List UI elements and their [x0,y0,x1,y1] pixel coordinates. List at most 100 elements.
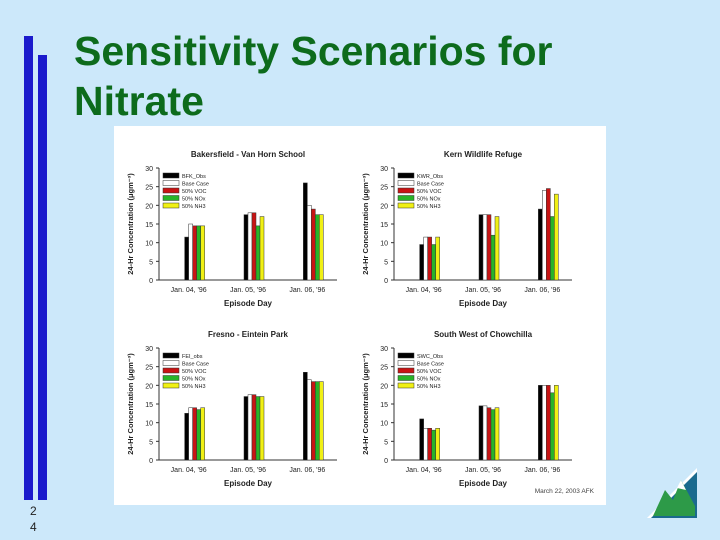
chart-3-bar [243,396,249,461]
chart-2-legend-swatch [397,202,415,209]
chart-2-legend-swatch [397,195,415,201]
chart-3-bar [307,379,312,461]
footer-note: March 22, 2003 AFK [535,488,595,495]
chart-2-bar [431,244,436,281]
chart-4-y-tick-label: 30 [380,346,388,353]
chart-4-bar [490,409,496,461]
chart-1-legend-swatch [162,172,180,179]
chart-1-bar [243,214,249,281]
chart-3-bar [188,407,193,461]
chart-4-legend-label: SWC_Obs [417,354,443,360]
chart-2-y-tick-label: 0 [384,278,388,285]
chart-4-bar [550,392,555,461]
chart-2-x-tick-label: Jan. 05, '96 [465,287,501,294]
chart-3-legend-label: 50% NH3 [182,384,206,390]
chart-3-bar [192,407,197,461]
chart-4-y-tick-label: 20 [380,383,388,390]
chart-4-legend-swatch [397,367,415,374]
chart-1-x-tick-label: Jan. 06, '96 [289,287,325,294]
chart-1-legend-label: 50% NOx [182,197,206,203]
chart-3-y-tick-label: 20 [145,383,153,390]
chart-1-legend-swatch [162,187,180,194]
chart-3-y-label: 24-Hr Concentration (μgm⁻³) [126,353,135,455]
chart-2-bar [478,214,484,281]
chart-2-legend-swatch [397,172,415,179]
chart-3-x-label: Episode Day [224,479,273,488]
chart-3-bar [315,381,320,461]
chart-4-x-tick-label: Jan. 04, '96 [406,467,442,474]
chart-1-legend-label: 50% NH3 [182,204,206,210]
chart-1-legend-swatch [162,195,180,201]
chart-4-legend-label: 50% NH3 [417,384,441,390]
chart-3-legend-swatch [162,367,180,374]
chart-3-bar [303,372,308,461]
chart-4-y-tick-label: 5 [384,439,388,446]
chart-1-bar [196,225,201,281]
chart-4-bar [494,407,500,461]
chart-4-legend-swatch [397,352,415,359]
chart-1-y-tick-label: 15 [145,222,153,229]
chart-2-bar [486,214,492,281]
chart-2-x-tick-label: Jan. 04, '96 [406,287,442,294]
chart-3-bar [251,394,257,461]
chart-1-legend-swatch [162,180,180,186]
chart-3-x-tick-label: Jan. 04, '96 [171,467,207,474]
chart-1-y-tick-label: 0 [149,278,153,285]
chart-4-x-label: Episode Day [459,479,508,488]
chart-1-y-tick-label: 5 [149,259,153,266]
chart-2-y-tick-label: 10 [380,241,388,248]
chart-1-bar [259,216,265,281]
chart-4-bar [486,407,492,461]
chart-1-legend-label: Base Case [182,182,209,188]
chart-2-bar [494,216,500,281]
chart-3-bar [247,394,253,461]
chart-2-bar [550,216,555,281]
chart-4-y-tick-label: 25 [380,365,388,372]
chart-3-bar [259,396,265,461]
chart-2-legend-label: 50% NOx [417,197,441,203]
chart-4-y-label: 24-Hr Concentration (μgm⁻³) [361,353,370,455]
chart-3-legend-swatch [162,360,180,366]
chart-2-bar [482,214,488,281]
accent-bar-left [24,36,33,500]
chart-4-y-tick-label: 15 [380,402,388,409]
chart-1-title: Bakersfield - Van Horn School [191,150,305,159]
chart-2-y-label: 24-Hr Concentration (μgm⁻³) [361,173,370,275]
chart-2-bar [538,208,543,281]
chart-2-legend-swatch [397,180,415,186]
mountain-logo-icon [645,466,699,520]
chart-3-y-tick-label: 15 [145,402,153,409]
chart-4-legend-label: 50% NOx [417,377,441,383]
chart-3-bar [200,407,205,461]
chart-4-bar [554,385,559,461]
chart-3-y-tick-label: 25 [145,365,153,372]
chart-1-legend-swatch [162,202,180,209]
chart-4-bar [482,405,488,461]
chart-1-bar [184,236,189,281]
chart-2-y-tick-label: 5 [384,259,388,266]
chart-1-legend-label: 50% VOC [182,189,206,195]
chart-1-bar [307,205,312,281]
chart-2-x-tick-label: Jan. 06, '96 [524,287,560,294]
chart-4-bar [478,405,484,461]
chart-2-x-label: Episode Day [459,299,508,308]
chart-2-bar [423,236,428,281]
chart-4-bar [423,428,428,461]
chart-1-bar [247,212,253,281]
chart-1-y-tick-label: 20 [145,203,153,210]
chart-2-y-tick-label: 15 [380,222,388,229]
chart-3-bar [311,381,316,461]
chart-2-bar [490,234,496,281]
slide-title: Sensitivity Scenarios for Nitrate [74,28,553,124]
chart-1-bar [319,214,324,281]
chart-3-y-tick-label: 5 [149,439,153,446]
chart-1-bar [192,225,197,281]
chart-2-title: Kern Wildlife Refuge [444,150,523,159]
chart-1-bar [255,225,261,281]
chart-3-legend-label: 50% VOC [182,369,206,375]
chart-4-bar [538,385,543,461]
chart-1-y-tick-label: 10 [145,241,153,248]
chart-4-x-tick-label: Jan. 06, '96 [524,467,560,474]
chart-4-bar [419,418,424,461]
chart-figure: Bakersfield - Van Horn School 0 5 10 15 20 25 3… [114,126,606,505]
